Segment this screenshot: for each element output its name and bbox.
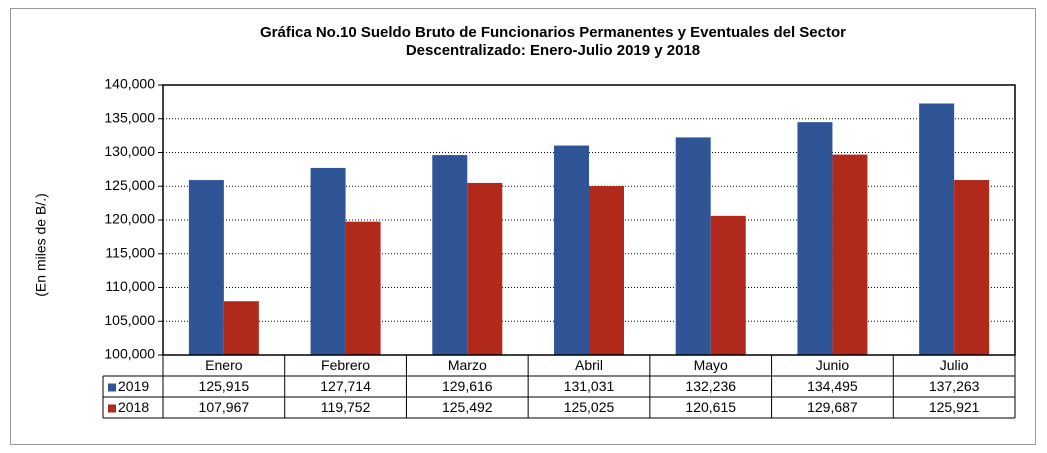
x-tick-label: Marzo xyxy=(448,357,487,373)
chart-title: Gráfica No.10 Sueldo Bruto de Funcionari… xyxy=(260,24,846,41)
bar xyxy=(919,103,955,355)
table-value: 137,263 xyxy=(929,378,980,394)
chart-title: Descentralizado: Enero-Julio 2019 y 2018 xyxy=(406,42,700,59)
y-tick-label: 130,000 xyxy=(104,143,155,159)
legend-swatch xyxy=(108,383,116,392)
table-value: 131,031 xyxy=(564,378,615,394)
table-value: 125,915 xyxy=(199,378,250,394)
table-value: 132,236 xyxy=(685,378,736,394)
y-tick-label: 140,000 xyxy=(104,76,155,92)
y-tick-label: 105,000 xyxy=(104,312,155,328)
table-value: 127,714 xyxy=(320,378,371,394)
x-tick-label: Enero xyxy=(205,357,243,373)
bar xyxy=(345,221,381,355)
y-axis-label: (En miles de B/.) xyxy=(33,193,49,296)
y-tick-label: 110,000 xyxy=(105,278,155,294)
table-value: 129,687 xyxy=(807,399,858,415)
bar xyxy=(223,301,259,355)
table-value: 134,495 xyxy=(807,378,858,394)
table-value: 129,616 xyxy=(442,378,493,394)
bar xyxy=(310,167,346,355)
bar xyxy=(675,137,711,355)
bar xyxy=(432,155,468,355)
plot-area xyxy=(162,84,1016,356)
y-tick-label: 120,000 xyxy=(104,211,155,227)
legend-label: 2018 xyxy=(118,399,149,415)
y-tick-label: 135,000 xyxy=(104,109,155,125)
table-value: 120,615 xyxy=(685,399,736,415)
x-tick-label: Abril xyxy=(575,357,603,373)
y-tick-label: 125,000 xyxy=(104,177,155,193)
y-tick-label: 100,000 xyxy=(104,346,155,362)
bar xyxy=(710,215,746,355)
bar xyxy=(954,180,990,355)
legend-swatch xyxy=(108,404,116,413)
chart-frame xyxy=(10,8,1036,445)
x-tick-label: Julio xyxy=(940,357,969,373)
bar xyxy=(467,182,503,355)
table-value: 125,921 xyxy=(929,399,980,415)
x-tick-label: Febrero xyxy=(321,357,370,373)
table-value: 125,492 xyxy=(442,399,493,415)
bar xyxy=(832,154,868,355)
x-tick-label: Junio xyxy=(816,357,850,373)
bar xyxy=(797,122,833,355)
table-value: 119,752 xyxy=(321,399,371,415)
y-tick-label: 115,000 xyxy=(105,244,155,260)
table-value: 125,025 xyxy=(564,399,615,415)
x-tick-label: Mayo xyxy=(694,357,728,373)
table-value: 107,967 xyxy=(199,399,250,415)
legend-label: 2019 xyxy=(118,378,149,394)
bar xyxy=(589,186,624,355)
bar xyxy=(188,180,224,355)
bar xyxy=(554,145,589,355)
